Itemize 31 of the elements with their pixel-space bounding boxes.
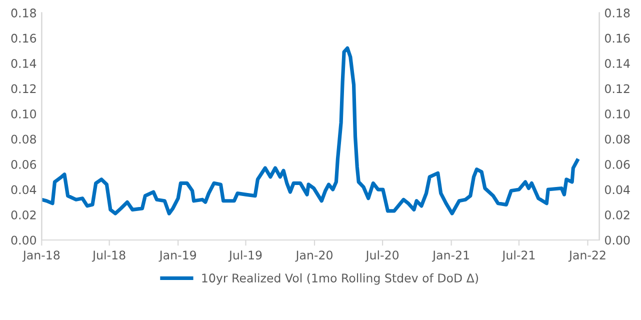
x-tick-label: Jan-22 xyxy=(568,250,606,262)
y2-tick-label: 0.08 xyxy=(11,134,36,144)
y-tick-label: 0.12 xyxy=(604,84,630,94)
y-tick-label: 0.16 xyxy=(604,34,630,43)
y2-tick-label: 0.04 xyxy=(11,185,36,194)
x-tick-label: Jan-21 xyxy=(432,250,469,262)
y-tick-label: 0.14 xyxy=(604,59,630,68)
y-tick-label: 0.06 xyxy=(604,160,630,169)
y2-tick-label: 0.00 xyxy=(11,236,36,245)
y2-tick-label: 0.14 xyxy=(11,59,36,68)
x-tick-label: Jul-19 xyxy=(228,250,262,262)
y2-tick-label: 0.16 xyxy=(11,34,36,43)
x-tick-label: Jul-18 xyxy=(92,250,126,262)
y-tick-label: 0.00 xyxy=(604,236,630,245)
legend-label: 10yr Realized Vol (1mo Rolling Stdev of DoD Δ) xyxy=(202,273,478,285)
y2-tick-label: 0.06 xyxy=(11,160,36,169)
line-series xyxy=(42,46,580,216)
y-tick-label: 0.10 xyxy=(604,110,630,118)
x-tick-label: Jan-18 xyxy=(22,250,60,262)
x-tick-label: Jul-20 xyxy=(365,250,399,262)
x-tick-label: Jan-19 xyxy=(158,250,196,262)
y-tick-label: 0.04 xyxy=(604,185,630,194)
y2-tick-label: 0.02 xyxy=(11,210,36,220)
x-tick-label: Jul-21 xyxy=(502,250,535,262)
y2-tick-label: 0.10 xyxy=(11,110,36,118)
x-tick-label: Jan-20 xyxy=(295,250,332,262)
y2-tick-label: 0.12 xyxy=(11,84,36,94)
y2-tick-label: 0.18 xyxy=(11,8,36,18)
y-tick-label: 0.02 xyxy=(604,210,630,220)
y-tick-label: 0.08 xyxy=(604,134,630,144)
y-tick-label: 0.18 xyxy=(604,8,630,18)
